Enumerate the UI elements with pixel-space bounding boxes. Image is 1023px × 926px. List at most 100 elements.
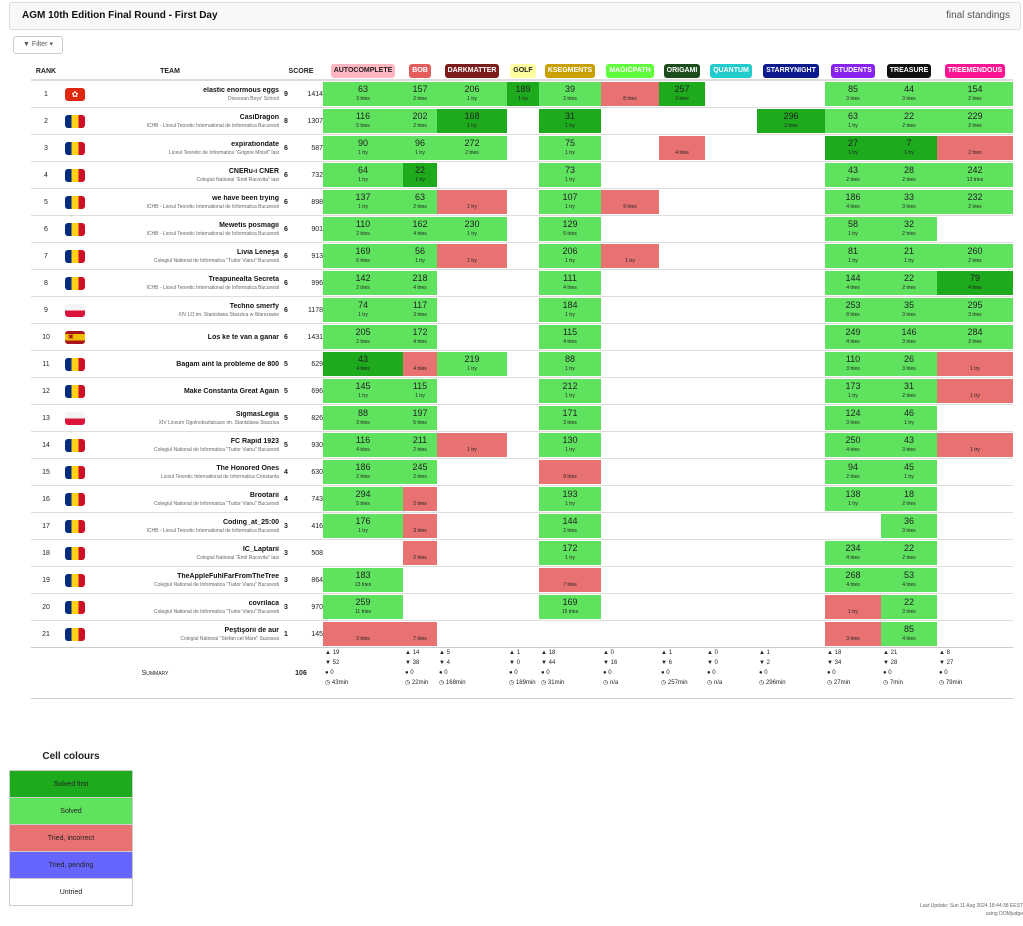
score-cell-box[interactable]: 9 tries xyxy=(539,460,601,484)
score-cell[interactable]: 94 2 tries xyxy=(825,458,881,486)
score-cell[interactable]: 169 15 tries xyxy=(539,593,601,621)
team-name-cell[interactable]: Coding_at_25:00 ICHB - Liceul Teoretic In… xyxy=(89,512,279,540)
score-cell[interactable]: 88 1 try xyxy=(539,350,601,378)
score-cell[interactable]: 43 4 tries xyxy=(323,350,403,378)
team-row[interactable]: 13 SigmasLegia XIV Liceum Ogolnoksztalcace… xyxy=(31,404,1013,432)
score-cell-box[interactable]: 116 5 tries xyxy=(323,109,403,133)
team-name-cell[interactable]: Techno smerfy XIV LO im. Stanislawa Stasz… xyxy=(89,296,279,324)
score-cell-box[interactable]: 18 2 tries xyxy=(881,487,937,511)
score-cell-box[interactable]: 22 2 tries xyxy=(881,109,937,133)
score-cell[interactable]: 249 4 tries xyxy=(825,323,881,351)
team-name-cell[interactable]: covrilaca Colegiul National de Informatic… xyxy=(89,593,279,621)
problem-badge[interactable]: STARRYNIGHT xyxy=(763,64,819,78)
score-cell[interactable]: 137 1 try xyxy=(323,188,403,216)
score-cell-box[interactable]: 33 3 tries xyxy=(881,190,937,214)
score-cell[interactable]: 294 5 tries xyxy=(323,485,403,513)
score-cell[interactable]: 189 1 try xyxy=(507,79,539,108)
score-cell-box[interactable]: 3 tries xyxy=(323,622,403,646)
score-cell[interactable]: 2 tries xyxy=(403,485,437,513)
score-cell[interactable]: 53 4 tries xyxy=(881,566,937,594)
score-cell-box[interactable]: 22 1 try xyxy=(403,163,437,187)
team-name[interactable]: Techno smerfy xyxy=(229,302,279,310)
score-cell[interactable]: 56 1 try xyxy=(403,242,437,270)
score-cell[interactable]: 7 1 try xyxy=(881,134,937,162)
score-cell[interactable]: 116 5 tries xyxy=(323,107,403,135)
problem-header-treemendous[interactable]: TREEMENDOUS xyxy=(937,63,1013,81)
team-name[interactable]: Peştişorii de aur xyxy=(224,626,279,634)
score-cell[interactable]: 107 1 try xyxy=(539,188,601,216)
problem-badge[interactable]: QUANTUM xyxy=(710,64,752,78)
score-cell-box[interactable]: 7 tries xyxy=(403,622,437,646)
score-cell[interactable]: 186 2 tries xyxy=(323,458,403,486)
score-cell[interactable]: 9 tries xyxy=(539,458,601,486)
team-name[interactable]: Treapunealta Secreta xyxy=(208,275,279,283)
team-name[interactable]: covrilaca xyxy=(248,599,279,607)
score-cell-box[interactable]: 138 1 try xyxy=(825,487,881,511)
score-cell[interactable]: 211 2 tries xyxy=(403,431,437,459)
team-row[interactable]: 14 FC Rapid 1923 Colegiul National de Info… xyxy=(31,431,1013,459)
score-cell-box[interactable]: 88 3 tries xyxy=(323,406,403,430)
team-name[interactable]: elastic enormous eggs xyxy=(203,86,279,94)
team-name-cell[interactable]: Make Constanta Great Again xyxy=(89,377,279,405)
team-row[interactable]: 12 Make Constanta Great Again 5 696 145 1 try… xyxy=(31,377,1013,405)
problem-badge[interactable]: TREASURE xyxy=(886,64,932,78)
score-cell-box[interactable]: 212 1 try xyxy=(539,379,601,403)
problem-badge[interactable]: GOLF xyxy=(510,64,536,78)
team-row[interactable]: 17 Coding_at_25:00 ICHB - Liceul Teoretic … xyxy=(31,512,1013,540)
score-cell-box[interactable]: 230 1 try xyxy=(437,217,507,241)
score-cell[interactable]: 46 1 try xyxy=(881,404,937,432)
score-cell-box[interactable]: 63 1 try xyxy=(825,109,881,133)
problem-badge[interactable]: ORIGAMI xyxy=(663,64,701,78)
team-name[interactable]: Livia Leneşa xyxy=(236,248,279,256)
score-cell[interactable]: 43 2 tries xyxy=(825,161,881,189)
team-name-cell[interactable]: SigmasLegia XIV Liceum Ogolnoksztalcace i… xyxy=(89,404,279,432)
score-cell[interactable]: 171 3 tries xyxy=(539,404,601,432)
score-cell[interactable]: 142 2 tries xyxy=(323,269,403,297)
team-name-cell[interactable]: Mewetis posmagii ICHB - Liceul Teoretic I… xyxy=(89,215,279,243)
score-cell[interactable]: 124 3 tries xyxy=(825,404,881,432)
team-name[interactable]: we have been trying xyxy=(212,194,279,202)
score-cell-box[interactable]: 146 3 tries xyxy=(881,325,937,349)
score-cell-box[interactable]: 94 2 tries xyxy=(825,460,881,484)
score-cell-box[interactable]: 193 1 try xyxy=(539,487,601,511)
score-cell-box[interactable]: 27 1 try xyxy=(825,136,881,160)
score-cell-box[interactable]: 64 1 try xyxy=(323,163,403,187)
team-row[interactable]: 6 Mewetis posmagii ICHB - Liceul Teoretic … xyxy=(31,215,1013,243)
score-cell-box[interactable]: 88 1 try xyxy=(539,352,601,376)
score-cell-box[interactable]: 144 2 tries xyxy=(539,514,601,538)
score-cell-box[interactable]: 232 2 tries xyxy=(937,190,1013,214)
problem-header-students[interactable]: STUDENTS xyxy=(825,63,881,81)
score-cell-box[interactable]: 169 15 tries xyxy=(539,595,601,619)
score-cell-box[interactable]: 1 try xyxy=(937,352,1013,376)
score-cell-box[interactable]: 116 4 tries xyxy=(323,433,403,457)
team-row[interactable]: 15 The Honored Ones Liceul Teoretic Intern… xyxy=(31,458,1013,486)
team-name-cell[interactable]: Brootarii Colegiul National de Informatic… xyxy=(89,485,279,513)
score-cell-box[interactable]: 31 1 try xyxy=(539,109,601,133)
score-cell-box[interactable]: 183 13 tries xyxy=(323,568,403,592)
problem-badge[interactable]: AUTOCOMPLETE xyxy=(330,64,396,78)
score-cell-box[interactable]: 58 1 try xyxy=(825,217,881,241)
score-cell[interactable]: 3 tries xyxy=(403,512,437,540)
score-cell[interactable]: 63 1 try xyxy=(825,107,881,135)
score-cell[interactable]: 197 5 tries xyxy=(403,404,437,432)
team-name-cell[interactable]: elastic enormous eggs Diocesan Boys' Scho… xyxy=(89,79,279,108)
score-cell-box[interactable]: 211 2 tries xyxy=(403,433,437,457)
score-cell[interactable]: 145 1 try xyxy=(323,377,403,405)
score-cell-box[interactable]: 73 1 try xyxy=(539,163,601,187)
score-cell-box[interactable]: 96 1 try xyxy=(403,136,437,160)
score-cell-box[interactable]: 219 1 try xyxy=(437,352,507,376)
score-cell-box[interactable]: 296 3 tries xyxy=(757,109,825,133)
team-name-cell[interactable]: Bagam aint la probleme de 800 xyxy=(89,350,279,378)
team-row[interactable]: 11 Bagam aint la probleme de 800 5 629 43 4 t… xyxy=(31,350,1013,378)
team-name[interactable]: Bagam aint la probleme de 800 xyxy=(176,360,279,368)
score-cell-box[interactable]: 242 13 tries xyxy=(937,163,1013,187)
score-cell-box[interactable]: 294 5 tries xyxy=(323,487,403,511)
score-cell[interactable]: 31 2 tries xyxy=(881,377,937,405)
score-cell[interactable]: 73 1 try xyxy=(539,161,601,189)
score-cell-box[interactable]: 110 2 tries xyxy=(323,217,403,241)
score-cell[interactable]: 33 3 tries xyxy=(881,188,937,216)
score-cell-box[interactable]: 168 1 try xyxy=(437,109,507,133)
score-cell-box[interactable]: 2 tries xyxy=(937,136,1013,160)
score-cell-box[interactable]: 259 11 tries xyxy=(323,595,403,619)
score-cell[interactable]: 74 1 try xyxy=(323,296,403,324)
